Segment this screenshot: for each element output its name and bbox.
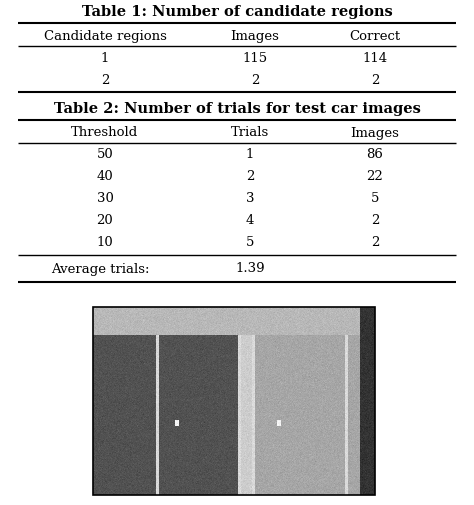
Text: 30: 30 (97, 192, 113, 205)
Text: 20: 20 (97, 214, 113, 227)
Text: 115: 115 (242, 52, 267, 64)
Text: 22: 22 (366, 170, 383, 183)
Text: 2: 2 (101, 73, 109, 86)
Text: Images: Images (230, 29, 280, 42)
Text: 114: 114 (363, 52, 388, 64)
Text: 3: 3 (246, 192, 254, 205)
Text: 2: 2 (371, 214, 379, 227)
Text: 4: 4 (246, 214, 254, 227)
Text: 50: 50 (97, 148, 113, 161)
Text: Average trials:: Average trials: (51, 262, 149, 275)
Text: 10: 10 (97, 236, 113, 249)
Text: Table 2: Number of trials for test car images: Table 2: Number of trials for test car i… (54, 102, 420, 116)
Text: Threshold: Threshold (72, 126, 138, 139)
Text: 2: 2 (251, 73, 259, 86)
Text: 2: 2 (371, 236, 379, 249)
Bar (93, 308, 375, 495)
Text: 2: 2 (371, 73, 379, 86)
Text: 1: 1 (101, 52, 109, 64)
Text: 1: 1 (246, 148, 254, 161)
Text: Table 1: Number of candidate regions: Table 1: Number of candidate regions (82, 5, 392, 19)
Text: Candidate regions: Candidate regions (44, 29, 166, 42)
Text: 2: 2 (246, 170, 254, 183)
Text: 86: 86 (366, 148, 383, 161)
Text: 5: 5 (246, 236, 254, 249)
Text: Trials: Trials (231, 126, 269, 139)
Text: 1.39: 1.39 (235, 262, 265, 275)
Text: 5: 5 (371, 192, 379, 205)
Text: 40: 40 (97, 170, 113, 183)
Text: Images: Images (351, 126, 400, 139)
Text: Correct: Correct (349, 29, 401, 42)
